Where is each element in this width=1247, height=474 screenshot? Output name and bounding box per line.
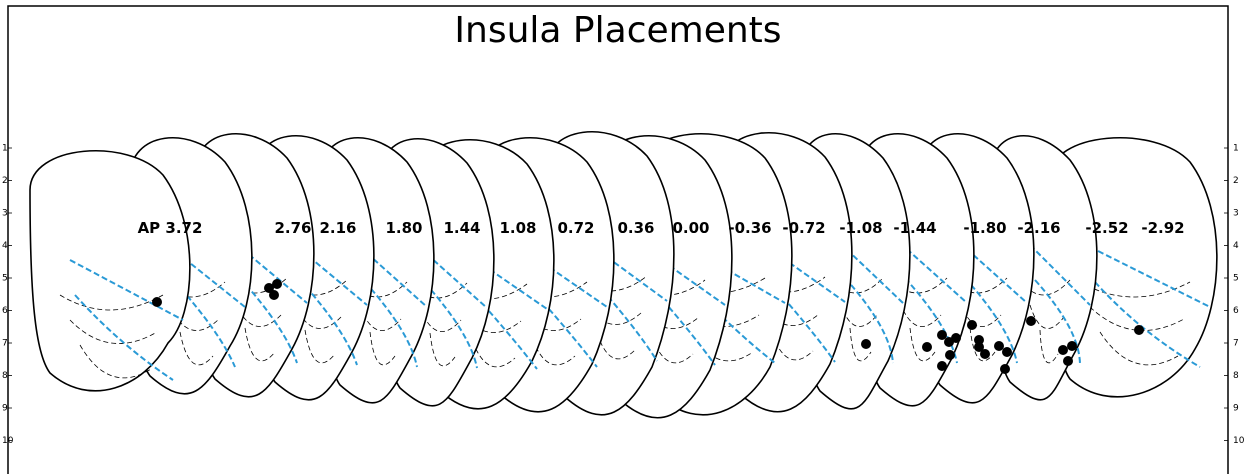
placement-dot (1002, 347, 1012, 357)
placement-dot (951, 333, 961, 343)
ruler-label: 2 (2, 176, 8, 186)
ap-label: 1.80 (385, 219, 422, 237)
ap-label: 0.00 (672, 219, 709, 237)
ruler-label: 9 (2, 404, 8, 414)
ruler-label: 6 (2, 306, 8, 316)
ruler-label: 7 (1233, 339, 1239, 349)
ap-label: 0.72 (557, 219, 594, 237)
ruler-label: 8 (2, 371, 8, 381)
ap-label: -1.08 (839, 219, 882, 237)
placement-dot (152, 297, 162, 307)
ruler-label: 1 (1233, 144, 1239, 154)
ruler-label: 7 (2, 339, 8, 349)
placement-dot (937, 361, 947, 371)
ruler-label: 3 (2, 209, 8, 219)
ap-label: AP 3.72 (138, 219, 203, 237)
placement-dot (1058, 345, 1068, 355)
ap-label: -1.44 (893, 219, 936, 237)
ruler-label: 1 (2, 144, 8, 154)
ruler-label: 5 (2, 274, 8, 284)
placement-dot (922, 342, 932, 352)
ruler-label: 10 (2, 436, 14, 446)
ruler-label: 8 (1233, 371, 1239, 381)
ap-label: 1.08 (499, 219, 536, 237)
placement-dot (1067, 341, 1077, 351)
ruler-label: 2 (1233, 176, 1239, 186)
ap-label: 1.44 (443, 219, 480, 237)
placement-dot (1134, 325, 1144, 335)
ap-label: -0.72 (782, 219, 825, 237)
placement-dot (1026, 316, 1036, 326)
figure: Insula Placements AP 3.72 2.76 2.16 1.80 1.4… (0, 0, 1247, 474)
ruler-label: 4 (1233, 241, 1239, 251)
placement-dot (945, 350, 955, 360)
ruler-label: 5 (1233, 274, 1239, 284)
placement-dot (980, 349, 990, 359)
placement-dot (1063, 356, 1073, 366)
ap-label: -2.52 (1085, 219, 1128, 237)
slices (30, 132, 1217, 418)
ap-label: -1.80 (963, 219, 1006, 237)
ap-label: 2.16 (319, 219, 356, 237)
placement-dot (967, 320, 977, 330)
ruler-label: 4 (2, 241, 8, 251)
placement-dot (861, 339, 871, 349)
ap-label: -2.92 (1141, 219, 1184, 237)
ap-label: -2.16 (1017, 219, 1060, 237)
ap-label: 0.36 (617, 219, 654, 237)
placement-dot (994, 341, 1004, 351)
ruler-label: 10 (1233, 436, 1245, 446)
ruler-label: 3 (1233, 209, 1239, 219)
ruler-label: 9 (1233, 404, 1239, 414)
ap-label: 2.76 (274, 219, 311, 237)
title: Insula Placements (454, 10, 781, 51)
ruler-label: 6 (1233, 306, 1239, 316)
placement-dot (1000, 364, 1010, 374)
ap-label: -0.36 (728, 219, 771, 237)
placement-dot (269, 290, 279, 300)
